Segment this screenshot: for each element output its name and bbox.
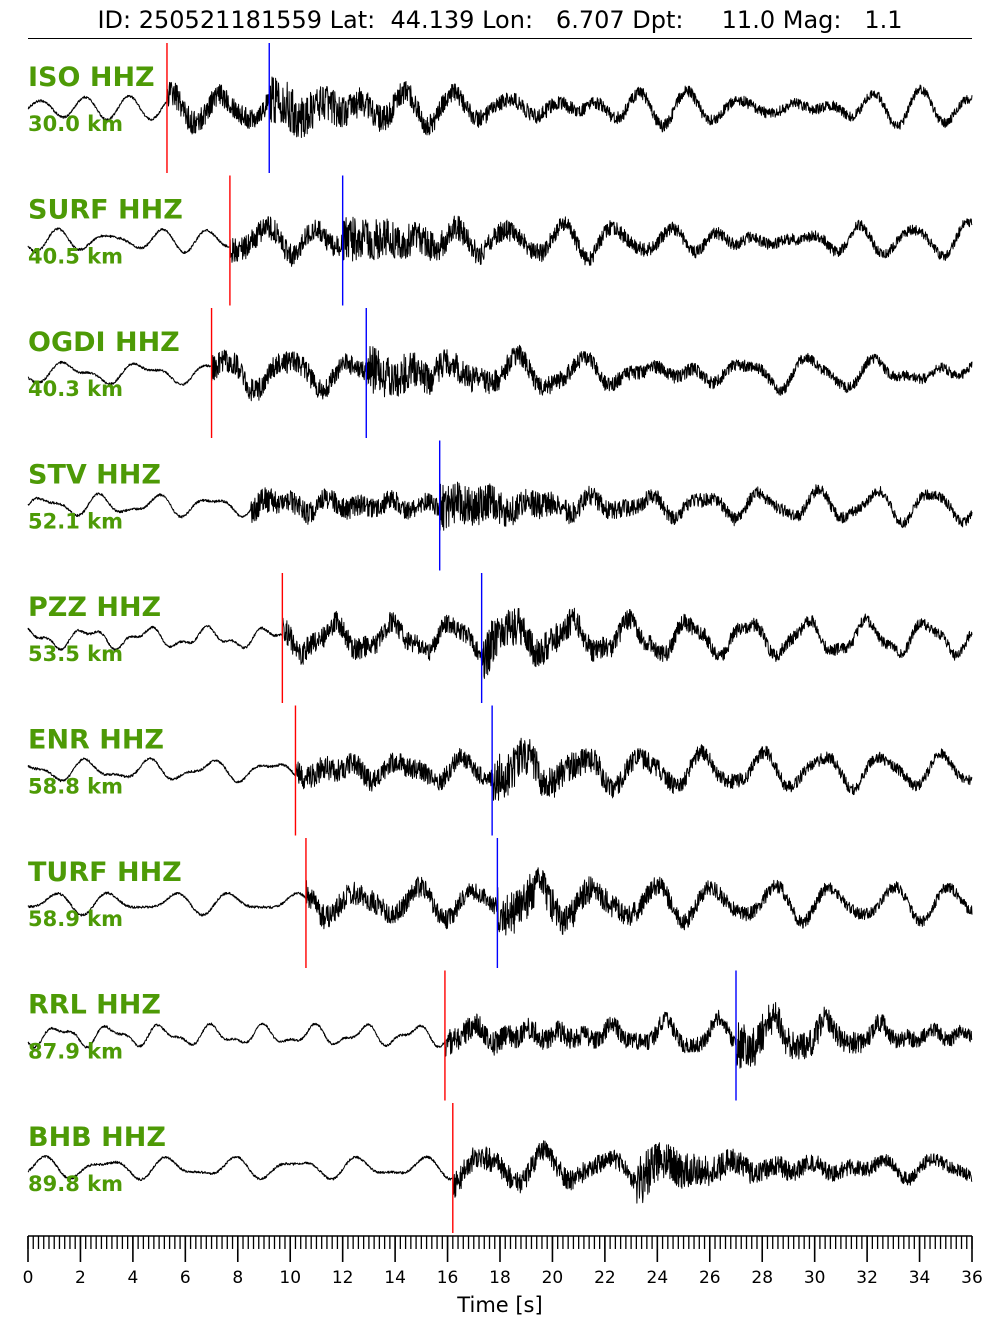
x-tick-label: 12 xyxy=(332,1268,354,1288)
x-tick-label: 8 xyxy=(232,1268,243,1288)
lon-label: Lon: xyxy=(482,6,534,34)
trace-layer: ISO HHZ 30.0 km SURF HHZ 40.5 km OGDI HHZ 40.… xyxy=(27,43,973,1233)
station-distance: 30.0 km xyxy=(28,112,123,136)
waveform-trace xyxy=(27,76,973,138)
station-label: ENR HHZ xyxy=(28,725,164,756)
waveform-trace xyxy=(27,1002,973,1069)
event-lon: 6.707 xyxy=(555,6,625,34)
station-label: RRL HHZ xyxy=(28,990,161,1021)
station-distance: 58.8 km xyxy=(28,775,123,799)
x-tick-label: 32 xyxy=(856,1268,878,1288)
station-label: STV HHZ xyxy=(28,460,161,491)
waveform-trace xyxy=(27,215,973,267)
trace-panel: STV HHZ 52.1 km xyxy=(27,440,973,571)
waveform-trace xyxy=(27,1140,973,1204)
waveform-trace xyxy=(27,607,973,679)
x-tick-label: 26 xyxy=(699,1268,721,1288)
station-distance: 53.5 km xyxy=(28,642,123,666)
x-axis-title: Time [s] xyxy=(456,1293,542,1317)
event-lat: 44.139 xyxy=(390,6,475,34)
station-label: BHB HHZ xyxy=(28,1122,166,1153)
trace-panel: SURF HHZ 40.5 km xyxy=(27,175,973,306)
x-tick-label: 34 xyxy=(909,1268,931,1288)
dpt-label: Dpt: xyxy=(632,6,684,34)
waveform-trace xyxy=(27,867,973,936)
trace-panel: ENR HHZ 58.8 km xyxy=(27,705,973,836)
x-tick-label: 28 xyxy=(751,1268,773,1288)
station-label: TURF HHZ xyxy=(28,857,182,888)
x-tick-label: 18 xyxy=(489,1268,511,1288)
station-distance: 40.3 km xyxy=(28,377,123,401)
x-tick-label: 2 xyxy=(75,1268,86,1288)
trace-panel: RRL HHZ 87.9 km xyxy=(27,970,973,1101)
trace-panel: PZZ HHZ 53.5 km xyxy=(27,573,973,703)
station-label: PZZ HHZ xyxy=(28,592,161,623)
trace-panel: ISO HHZ 30.0 km xyxy=(27,43,973,173)
lat-label: Lat: xyxy=(329,6,376,34)
event-depth: 11.0 xyxy=(721,6,776,34)
waveform-trace xyxy=(27,737,973,801)
x-tick-label: 16 xyxy=(437,1268,459,1288)
station-distance: 89.8 km xyxy=(28,1172,123,1196)
x-tick-label: 36 xyxy=(961,1268,983,1288)
event-header: ID: 250521181559 Lat: 44.139 Lon: 6.707 … xyxy=(0,6,1000,34)
x-tick-label: 14 xyxy=(384,1268,406,1288)
x-tick-label: 4 xyxy=(127,1268,138,1288)
waveform-trace xyxy=(27,481,973,531)
mag-label: Mag: xyxy=(782,6,842,34)
trace-panel: TURF HHZ 58.9 km xyxy=(27,838,973,968)
station-label: OGDI HHZ xyxy=(28,327,180,358)
x-tick-label: 6 xyxy=(180,1268,191,1288)
station-distance: 52.1 km xyxy=(28,510,123,534)
trace-panel: OGDI HHZ 40.3 km xyxy=(27,308,973,438)
x-tick-label: 20 xyxy=(542,1268,564,1288)
station-distance: 40.5 km xyxy=(28,245,123,269)
x-tick-label: 24 xyxy=(647,1268,669,1288)
x-tick-label: 22 xyxy=(594,1268,616,1288)
header-rule xyxy=(28,38,972,39)
x-tick-label: 0 xyxy=(23,1268,34,1288)
x-tick-label: 30 xyxy=(804,1268,826,1288)
station-distance: 87.9 km xyxy=(28,1040,123,1064)
station-distance: 58.9 km xyxy=(28,907,123,931)
event-id: 250521181559 xyxy=(138,6,322,34)
trace-panel: BHB HHZ 89.8 km xyxy=(27,1103,973,1233)
station-label: SURF HHZ xyxy=(28,195,183,226)
event-magnitude: 1.1 xyxy=(864,6,903,34)
waveform-trace xyxy=(27,344,973,402)
id-label: ID: xyxy=(97,6,132,34)
station-label: ISO HHZ xyxy=(28,62,155,93)
x-tick-label: 10 xyxy=(279,1268,301,1288)
